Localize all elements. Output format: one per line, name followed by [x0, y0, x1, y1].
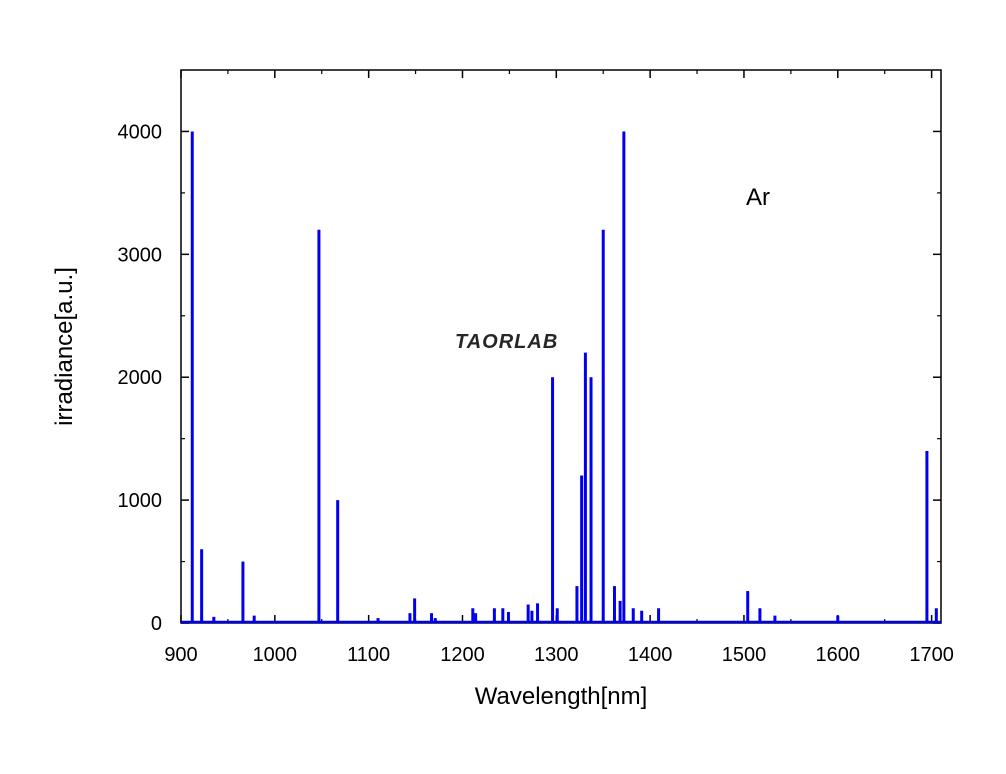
x-tick-label: 900 [164, 644, 197, 666]
watermark-logo: TAORLAB [455, 331, 558, 353]
y-axis-title: irradiance[a.u.] [51, 267, 78, 426]
x-tick-label: 1500 [722, 644, 767, 666]
x-tick-label: 1000 [253, 644, 298, 666]
x-tick-label: 1400 [628, 644, 673, 666]
x-tick-label: 1300 [534, 644, 579, 666]
x-axis-title: Wavelength[nm] [475, 683, 648, 710]
x-tick-label: 1100 [347, 644, 390, 666]
y-tick-label: 0 [151, 613, 162, 635]
x-tick-label: 1700 [909, 644, 954, 666]
y-tick-label: 1000 [118, 490, 163, 512]
x-tick-label: 1600 [816, 644, 861, 666]
y-tick-label: 3000 [118, 244, 163, 266]
element-annotation: Ar [746, 184, 770, 211]
y-tick-label: 2000 [118, 367, 163, 389]
x-tick-label: 1200 [440, 644, 485, 666]
y-tick-label: 4000 [118, 121, 163, 143]
